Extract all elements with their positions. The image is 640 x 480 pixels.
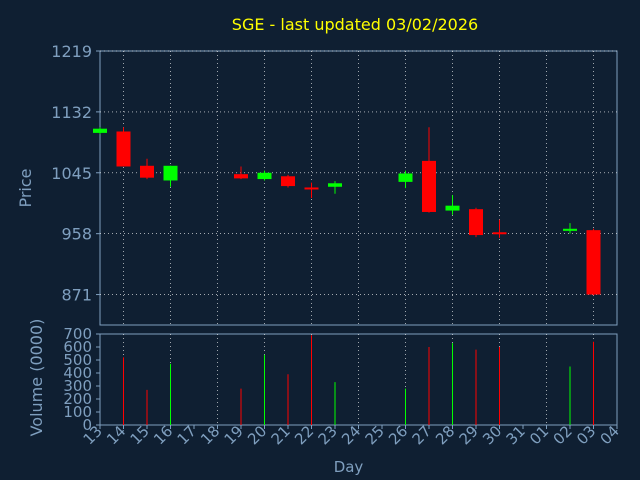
x-tick-label: 26: [385, 422, 411, 448]
x-tick-label: 17: [174, 422, 200, 448]
candle-body: [328, 183, 342, 187]
volume-tick-label: 700: [63, 325, 92, 343]
x-tick-label: 14: [103, 422, 129, 448]
candle-body: [422, 160, 436, 212]
candle-body: [281, 176, 295, 187]
candle-body: [257, 172, 272, 180]
candle-body: [563, 228, 577, 231]
candle-body: [469, 209, 483, 236]
candle-body: [398, 173, 413, 182]
candle-body: [492, 232, 507, 235]
price-tick-label: 958: [61, 225, 92, 244]
x-tick-label: 04: [597, 422, 623, 448]
candle-body: [140, 165, 154, 178]
volume-tick-label: 100: [63, 403, 92, 421]
volume-tick-label: 500: [63, 351, 92, 369]
candle-body: [163, 165, 178, 181]
volume-tick-label: 200: [63, 390, 92, 408]
volume-tick-label: 400: [63, 364, 92, 382]
x-tick-label: 22: [291, 422, 317, 448]
x-tick-label: 01: [526, 422, 552, 448]
x-tick-label: 31: [503, 422, 529, 448]
x-tick-label: 02: [550, 422, 576, 448]
x-tick-label: 20: [244, 422, 270, 448]
x-tick-label: 15: [127, 422, 153, 448]
price-tick-label: 1219: [51, 42, 92, 61]
volume-tick-label: 600: [63, 338, 92, 356]
x-tick-label: 29: [456, 422, 482, 448]
price-tick-label: 1045: [51, 164, 92, 183]
x-tick-label: 03: [573, 422, 599, 448]
price-tick-label: 871: [61, 286, 92, 305]
candle-body: [116, 131, 131, 167]
price-tick-label: 1132: [51, 103, 92, 122]
candle-body: [93, 128, 107, 133]
x-tick-label: 27: [409, 422, 435, 448]
volume-tick-label: 0: [82, 416, 92, 434]
price-axis-label: Price: [16, 168, 35, 207]
chart-title: SGE - last updated 03/02/2026: [232, 15, 478, 34]
x-tick-label: 18: [197, 422, 223, 448]
candle-body: [586, 230, 601, 295]
candle-body: [304, 187, 319, 190]
volume-panel-frame: [99, 333, 618, 426]
x-tick-label: 23: [315, 422, 341, 448]
x-tick-label: 28: [432, 422, 458, 448]
volume-axis-label: Volume (0000): [27, 319, 46, 437]
x-tick-label: 25: [362, 422, 388, 448]
x-tick-label: 19: [221, 422, 247, 448]
volume-tick-label: 300: [63, 377, 92, 395]
candle-body: [445, 205, 460, 211]
x-tick-label: 30: [479, 422, 505, 448]
x-tick-label: 16: [150, 422, 176, 448]
x-tick-label: 21: [268, 422, 294, 448]
candle-body: [234, 174, 248, 179]
x-axis-label: Day: [334, 458, 364, 476]
x-tick-label: 24: [338, 422, 364, 448]
